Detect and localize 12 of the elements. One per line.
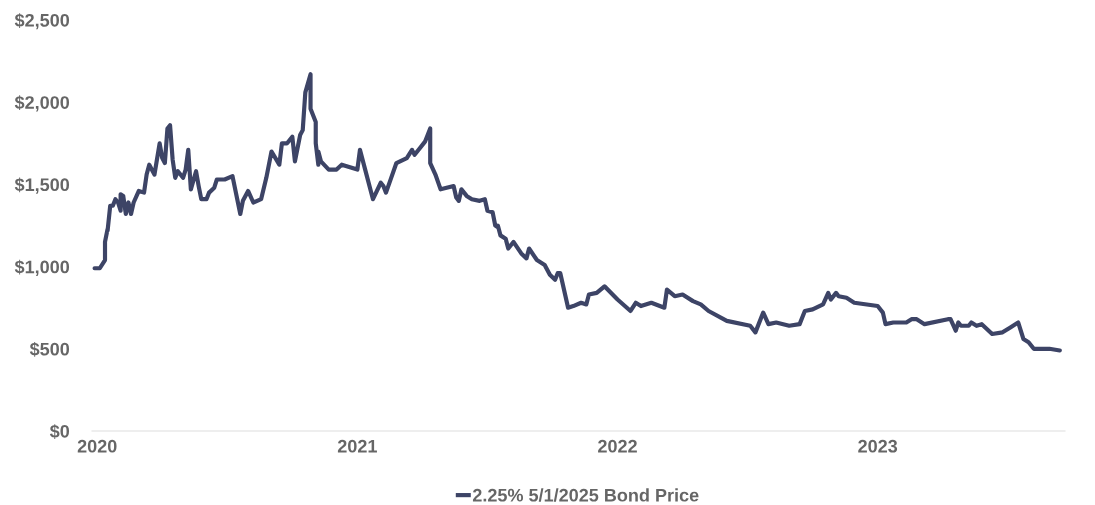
x-tick-label: 2022	[598, 439, 637, 453]
y-tick-label: $2,500	[14, 13, 70, 30]
x-tick-label: 2021	[337, 439, 377, 453]
x-tick-label: 2020	[77, 439, 117, 453]
line-series	[92, 72, 1062, 353]
x-tick-label: 2023	[858, 439, 898, 453]
legend-label: 2.25% 5/1/2025 Bond Price	[472, 488, 699, 502]
y-tick-label: $1,500	[14, 177, 70, 194]
y-tick-label: $0	[49, 424, 70, 439]
y-tick-label: $1,000	[14, 259, 70, 276]
y-tick-label: $500	[29, 341, 70, 357]
y-tick-label: $2,000	[14, 95, 70, 112]
